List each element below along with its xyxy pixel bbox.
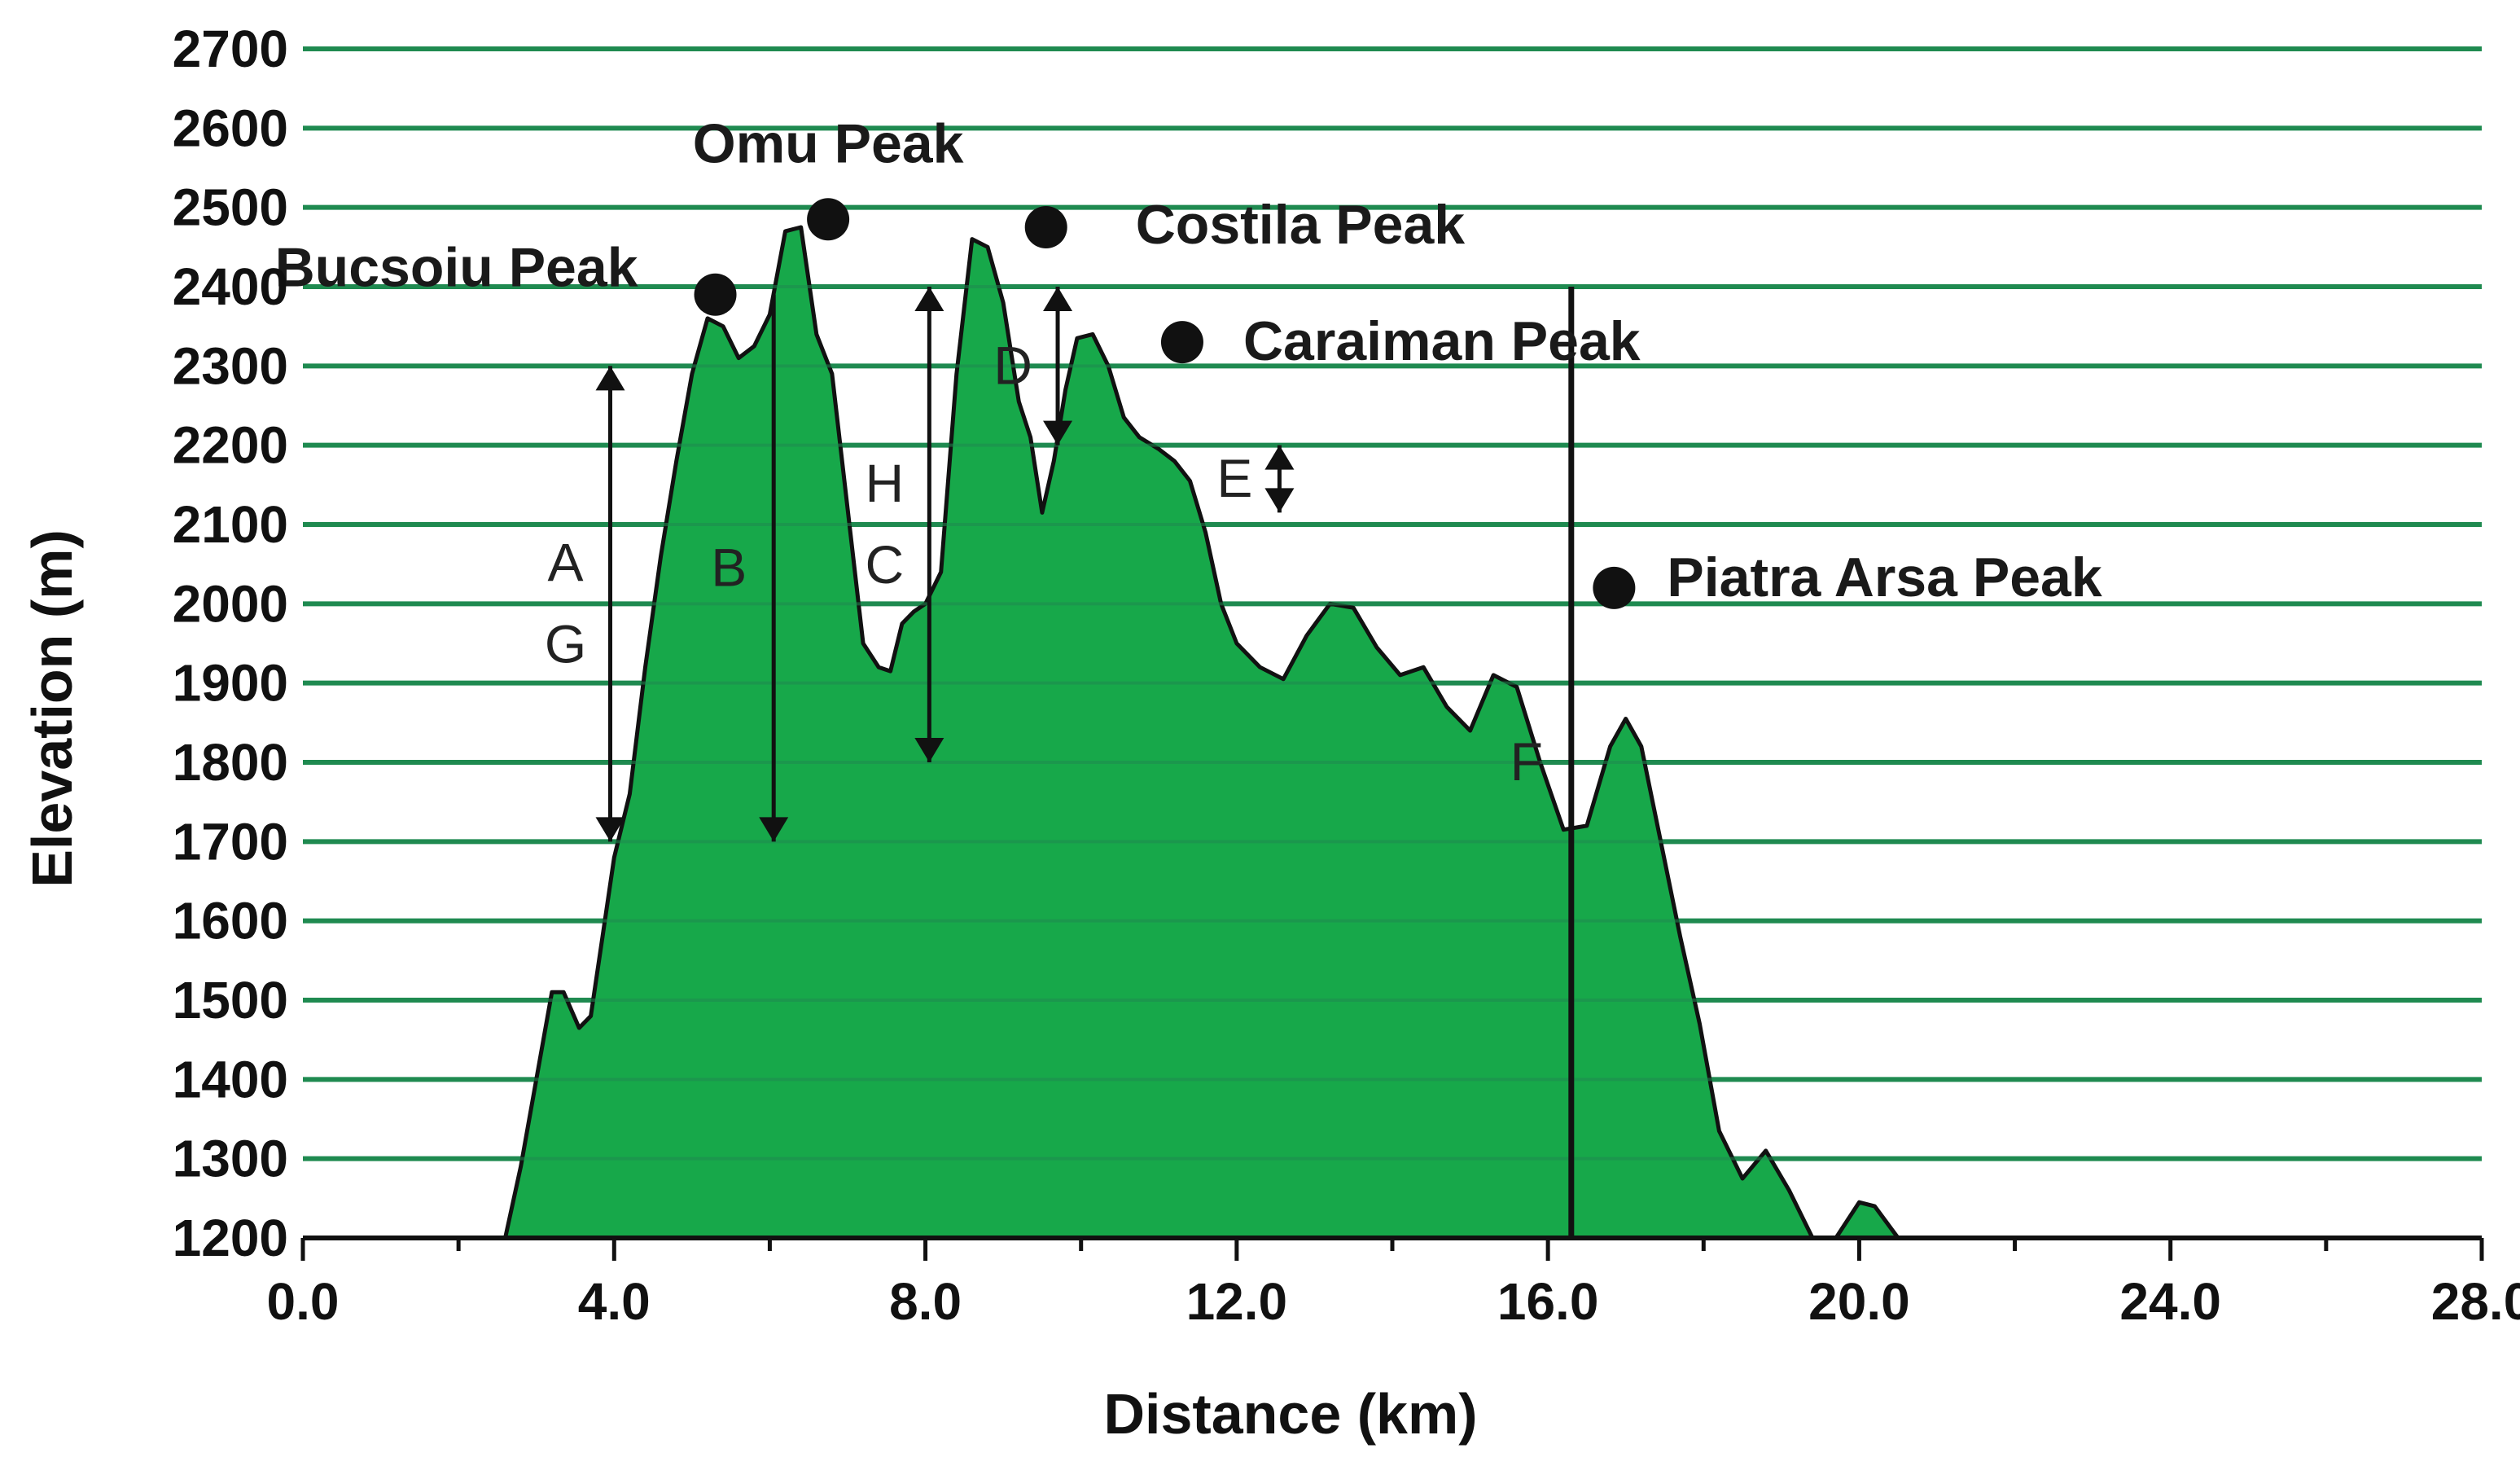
marker-letter: B xyxy=(711,538,747,598)
peak-marker xyxy=(1160,321,1203,364)
arrowhead xyxy=(914,738,944,762)
peak-label: Omu Peak xyxy=(693,112,964,174)
y-tick-label: 2300 xyxy=(173,336,288,395)
peak-label: Piatra Arsa Peak xyxy=(1667,546,2101,608)
elevation-fill xyxy=(505,227,2319,1238)
y-tick-label: 1200 xyxy=(173,1209,288,1267)
arrowhead xyxy=(1043,420,1073,446)
y-tick-label: 1800 xyxy=(173,733,288,792)
peak-marker xyxy=(1024,206,1067,248)
marker-letter: H xyxy=(866,453,905,513)
peak-annotations: Bucsoiu Peak Omu Peak Costila Peak Caraiman… xyxy=(275,112,2102,609)
x-tick-label: 0.0 xyxy=(267,1272,340,1331)
arrowhead xyxy=(1264,488,1295,513)
y-tick-label: 2400 xyxy=(173,257,288,316)
marker-letter: A xyxy=(547,532,583,592)
marker-letter: F xyxy=(1510,731,1543,792)
peak-label: Bucsoiu Peak xyxy=(275,237,638,299)
y-tick-label: 1500 xyxy=(173,971,288,1029)
marker-letter: D xyxy=(993,335,1032,395)
elevation-area xyxy=(303,47,2482,1240)
x-tick-label: 8.0 xyxy=(889,1272,962,1331)
y-tick-label: 1900 xyxy=(173,654,288,713)
x-tick-label: 12.0 xyxy=(1186,1272,1288,1331)
measurement-markers: AG B HC D E F xyxy=(545,287,1575,1238)
x-tick-label: 28.0 xyxy=(2431,1272,2520,1331)
marker-letter: E xyxy=(1216,448,1252,508)
arrowhead xyxy=(1264,445,1295,470)
y-tick-label: 2500 xyxy=(173,178,288,237)
peak-label: Caraiman Peak xyxy=(1243,310,1641,372)
y-tick-label: 2600 xyxy=(173,99,288,157)
y-tick-label: 2000 xyxy=(173,574,288,633)
marker-letter: G xyxy=(545,613,586,674)
y-tick-label: 1600 xyxy=(173,892,288,950)
y-tick-label: 2700 xyxy=(173,20,288,78)
x-axis-title: Distance (km) xyxy=(1103,1382,1477,1446)
peak-marker xyxy=(807,198,850,241)
arrowhead xyxy=(914,287,944,311)
arrowhead xyxy=(595,817,625,842)
peak-label: Costila Peak xyxy=(1136,194,1466,256)
arrowhead xyxy=(595,366,625,391)
y-tick-label: 1300 xyxy=(173,1130,288,1188)
peak-marker xyxy=(1593,566,1636,609)
arrowhead xyxy=(1043,287,1073,311)
axes: 1200 1300 1400 1500 1600 1700 1800 1900 2000 2100… xyxy=(173,20,2520,1331)
y-tick-label: 1400 xyxy=(173,1050,288,1108)
x-tick-label: 16.0 xyxy=(1497,1272,1599,1331)
x-tick-label: 24.0 xyxy=(2119,1272,2221,1331)
y-axis-title: Elevation (m) xyxy=(20,529,84,888)
y-tick-label: 2100 xyxy=(173,495,288,554)
marker-letter: C xyxy=(866,534,905,595)
y-tick-label: 1700 xyxy=(173,812,288,871)
peak-marker xyxy=(694,273,737,316)
y-tick-label: 2200 xyxy=(173,416,288,475)
x-tick-label: 4.0 xyxy=(578,1272,651,1331)
x-tick-label: 20.0 xyxy=(1808,1272,1910,1331)
arrowhead xyxy=(759,817,789,842)
